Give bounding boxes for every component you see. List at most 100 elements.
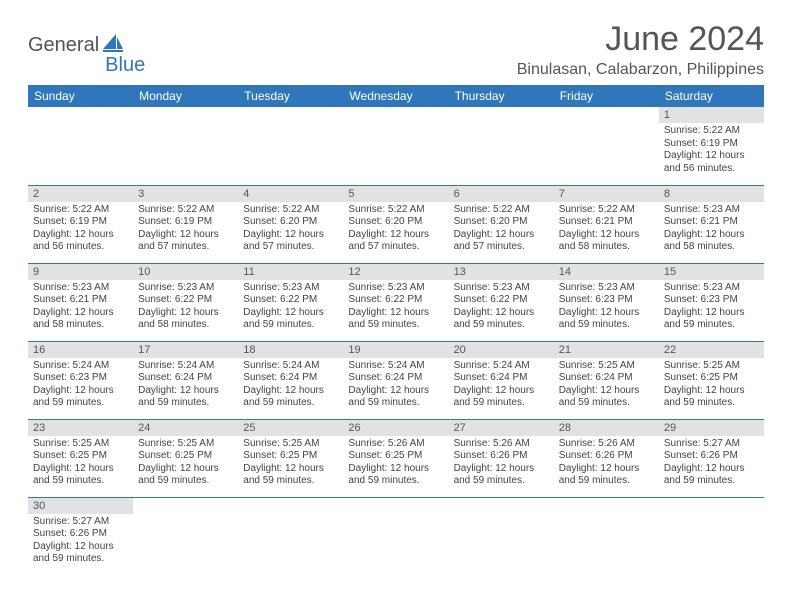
calendar-cell: 10Sunrise: 5:23 AMSunset: 6:22 PMDayligh… [133,263,238,341]
calendar-cell: 27Sunrise: 5:26 AMSunset: 6:26 PMDayligh… [449,419,554,497]
day-content: Sunrise: 5:23 AMSunset: 6:21 PMDaylight:… [28,280,133,336]
day-number: 23 [28,420,133,436]
sunset-line: Sunset: 6:20 PM [348,216,443,229]
calendar-cell: 15Sunrise: 5:23 AMSunset: 6:23 PMDayligh… [659,263,764,341]
calendar-cell [238,107,343,185]
day-number: 22 [659,342,764,358]
sunrise-line: Sunrise: 5:23 AM [348,282,443,295]
logo-text-1: General [28,34,99,57]
weekday-header: Thursday [449,85,554,107]
day-content: Sunrise: 5:22 AMSunset: 6:19 PMDaylight:… [133,202,238,258]
daylight-line: Daylight: 12 hours and 59 minutes. [664,385,759,410]
calendar-body: 1Sunrise: 5:22 AMSunset: 6:19 PMDaylight… [28,107,764,575]
calendar-week-row: 9Sunrise: 5:23 AMSunset: 6:21 PMDaylight… [28,263,764,341]
sunrise-line: Sunrise: 5:25 AM [243,438,338,451]
sunrise-line: Sunrise: 5:23 AM [243,282,338,295]
day-content: Sunrise: 5:23 AMSunset: 6:22 PMDaylight:… [343,280,448,336]
calendar-week-row: 1Sunrise: 5:22 AMSunset: 6:19 PMDaylight… [28,107,764,185]
daylight-line: Daylight: 12 hours and 59 minutes. [348,385,443,410]
weekday-header: Monday [133,85,238,107]
daylight-line: Daylight: 12 hours and 56 minutes. [33,229,128,254]
sunrise-line: Sunrise: 5:22 AM [664,125,759,138]
day-content: Sunrise: 5:24 AMSunset: 6:23 PMDaylight:… [28,358,133,414]
sunrise-line: Sunrise: 5:23 AM [33,282,128,295]
daylight-line: Daylight: 12 hours and 59 minutes. [348,307,443,332]
sunrise-line: Sunrise: 5:24 AM [243,360,338,373]
day-content: Sunrise: 5:24 AMSunset: 6:24 PMDaylight:… [343,358,448,414]
day-number: 20 [449,342,554,358]
calendar-cell: 23Sunrise: 5:25 AMSunset: 6:25 PMDayligh… [28,419,133,497]
calendar-cell: 8Sunrise: 5:23 AMSunset: 6:21 PMDaylight… [659,185,764,263]
day-number: 7 [554,186,659,202]
day-content: Sunrise: 5:24 AMSunset: 6:24 PMDaylight:… [238,358,343,414]
daylight-line: Daylight: 12 hours and 58 minutes. [33,307,128,332]
calendar-table: SundayMondayTuesdayWednesdayThursdayFrid… [28,85,764,575]
calendar-week-row: 16Sunrise: 5:24 AMSunset: 6:23 PMDayligh… [28,341,764,419]
day-content: Sunrise: 5:23 AMSunset: 6:21 PMDaylight:… [659,202,764,258]
calendar-cell: 25Sunrise: 5:25 AMSunset: 6:25 PMDayligh… [238,419,343,497]
calendar-cell: 5Sunrise: 5:22 AMSunset: 6:20 PMDaylight… [343,185,448,263]
sunrise-line: Sunrise: 5:23 AM [559,282,654,295]
sunrise-line: Sunrise: 5:26 AM [559,438,654,451]
weekday-header: Saturday [659,85,764,107]
sunrise-line: Sunrise: 5:23 AM [138,282,233,295]
sunset-line: Sunset: 6:19 PM [33,216,128,229]
calendar-cell [343,107,448,185]
sunset-line: Sunset: 6:25 PM [243,450,338,463]
calendar-week-row: 30Sunrise: 5:27 AMSunset: 6:26 PMDayligh… [28,497,764,575]
day-number: 18 [238,342,343,358]
day-content: Sunrise: 5:22 AMSunset: 6:20 PMDaylight:… [343,202,448,258]
day-number: 28 [554,420,659,436]
day-content: Sunrise: 5:22 AMSunset: 6:19 PMDaylight:… [28,202,133,258]
weekday-header: Friday [554,85,659,107]
sunset-line: Sunset: 6:19 PM [138,216,233,229]
daylight-line: Daylight: 12 hours and 59 minutes. [348,463,443,488]
calendar-cell: 17Sunrise: 5:24 AMSunset: 6:24 PMDayligh… [133,341,238,419]
day-number: 21 [554,342,659,358]
sunrise-line: Sunrise: 5:23 AM [454,282,549,295]
day-content: Sunrise: 5:23 AMSunset: 6:22 PMDaylight:… [449,280,554,336]
day-content: Sunrise: 5:23 AMSunset: 6:23 PMDaylight:… [659,280,764,336]
sunrise-line: Sunrise: 5:27 AM [664,438,759,451]
day-number: 9 [28,264,133,280]
sunset-line: Sunset: 6:26 PM [33,528,128,541]
logo: General Blue [28,34,125,57]
day-number: 4 [238,186,343,202]
calendar-cell [554,107,659,185]
sunset-line: Sunset: 6:22 PM [454,294,549,307]
daylight-line: Daylight: 12 hours and 57 minutes. [454,229,549,254]
day-content: Sunrise: 5:26 AMSunset: 6:25 PMDaylight:… [343,436,448,492]
day-number: 13 [449,264,554,280]
day-content: Sunrise: 5:26 AMSunset: 6:26 PMDaylight:… [554,436,659,492]
calendar-cell: 20Sunrise: 5:24 AMSunset: 6:24 PMDayligh… [449,341,554,419]
calendar-cell: 13Sunrise: 5:23 AMSunset: 6:22 PMDayligh… [449,263,554,341]
day-number: 5 [343,186,448,202]
sunset-line: Sunset: 6:20 PM [454,216,549,229]
calendar-cell [238,497,343,575]
sunrise-line: Sunrise: 5:25 AM [664,360,759,373]
daylight-line: Daylight: 12 hours and 57 minutes. [243,229,338,254]
sunrise-line: Sunrise: 5:24 AM [138,360,233,373]
weekday-header: Sunday [28,85,133,107]
sunset-line: Sunset: 6:25 PM [664,372,759,385]
day-number: 29 [659,420,764,436]
sunset-line: Sunset: 6:25 PM [138,450,233,463]
daylight-line: Daylight: 12 hours and 59 minutes. [243,307,338,332]
calendar-cell: 11Sunrise: 5:23 AMSunset: 6:22 PMDayligh… [238,263,343,341]
sunrise-line: Sunrise: 5:22 AM [33,204,128,217]
logo-text-2: Blue [105,54,145,77]
calendar-cell [449,107,554,185]
daylight-line: Daylight: 12 hours and 59 minutes. [454,385,549,410]
daylight-line: Daylight: 12 hours and 59 minutes. [559,385,654,410]
day-content: Sunrise: 5:22 AMSunset: 6:20 PMDaylight:… [449,202,554,258]
day-content: Sunrise: 5:22 AMSunset: 6:19 PMDaylight:… [659,123,764,179]
daylight-line: Daylight: 12 hours and 59 minutes. [33,385,128,410]
daylight-line: Daylight: 12 hours and 59 minutes. [33,541,128,566]
daylight-line: Daylight: 12 hours and 59 minutes. [664,307,759,332]
header: General Blue June 2024 Binulasan, Calaba… [28,20,764,79]
sunset-line: Sunset: 6:21 PM [33,294,128,307]
daylight-line: Daylight: 12 hours and 58 minutes. [664,229,759,254]
sunset-line: Sunset: 6:24 PM [138,372,233,385]
day-number: 16 [28,342,133,358]
day-content: Sunrise: 5:27 AMSunset: 6:26 PMDaylight:… [28,514,133,570]
